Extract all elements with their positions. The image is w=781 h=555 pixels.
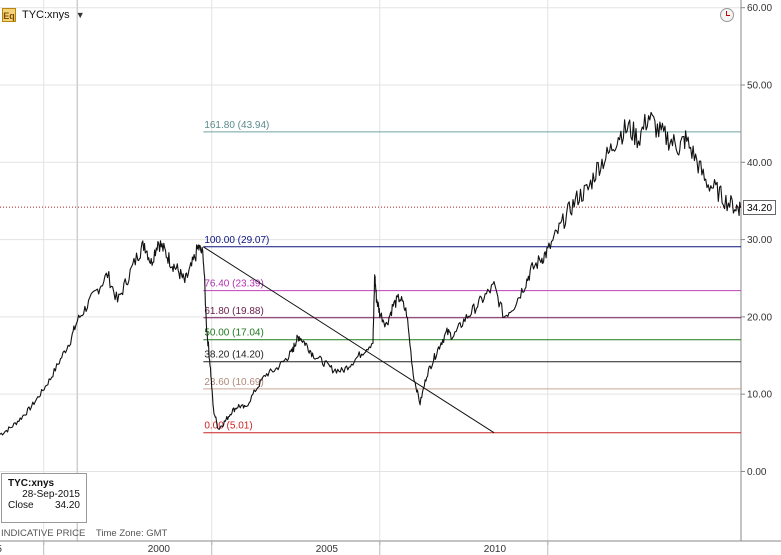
current-price-tag: 34.20 bbox=[743, 200, 776, 215]
fib-level-label: 61.80 (19.88) bbox=[204, 306, 264, 317]
price-type-label: INDICATIVE PRICE bbox=[1, 528, 86, 539]
info-symbol: TYC:xnys bbox=[8, 478, 55, 489]
info-close-label: Close bbox=[8, 500, 34, 511]
info-box: TYC:xnys 28-Sep-2015 Close 34.20 bbox=[1, 473, 87, 523]
info-close-row: Close 34.20 bbox=[8, 500, 80, 511]
x-tick-label: 2005 bbox=[316, 544, 339, 555]
fib-level-label: 100.00 (29.07) bbox=[204, 235, 269, 246]
clock-icon[interactable] bbox=[720, 8, 734, 22]
y-tick-label: 0.00 bbox=[747, 467, 767, 478]
trendline bbox=[203, 246, 495, 434]
chevron-down-icon[interactable]: ▼ bbox=[75, 10, 85, 20]
y-tick-label: 60.00 bbox=[747, 3, 772, 14]
fib-level-label: 0.00 (5.01) bbox=[204, 421, 252, 432]
fib-level-label: 23.60 (10.69) bbox=[204, 377, 264, 388]
fib-level-label: 161.80 (43.94) bbox=[204, 120, 269, 131]
x-tick-label: 2000 bbox=[148, 544, 171, 555]
x-tick-label: 1995 bbox=[0, 544, 2, 555]
y-tick-label: 20.00 bbox=[747, 312, 772, 323]
timezone-label: Time Zone: GMT bbox=[95, 528, 168, 539]
y-tick-label: 30.00 bbox=[747, 235, 772, 246]
fib-level-label: 76.40 (23.39) bbox=[204, 279, 264, 290]
fib-level-label: 50.00 (17.04) bbox=[204, 328, 264, 339]
price-series-line bbox=[0, 111, 742, 436]
y-tick-label: 10.00 bbox=[747, 390, 772, 401]
info-date: 28-Sep-2015 bbox=[22, 489, 80, 500]
x-tick-label: 2010 bbox=[484, 544, 507, 555]
symbol-label[interactable]: TYC:xnys bbox=[22, 9, 70, 21]
footer-note: INDICATIVE PRICE Time Zone: GMT bbox=[1, 528, 167, 539]
fib-level-label: 38.20 (14.20) bbox=[204, 350, 264, 361]
info-close-value: 34.20 bbox=[54, 500, 80, 511]
equity-icon: Eq bbox=[2, 8, 16, 22]
y-tick-label: 50.00 bbox=[747, 81, 772, 92]
symbol-header[interactable]: Eq TYC:xnys ▼ bbox=[2, 6, 85, 24]
y-tick-label: 40.00 bbox=[747, 158, 772, 169]
